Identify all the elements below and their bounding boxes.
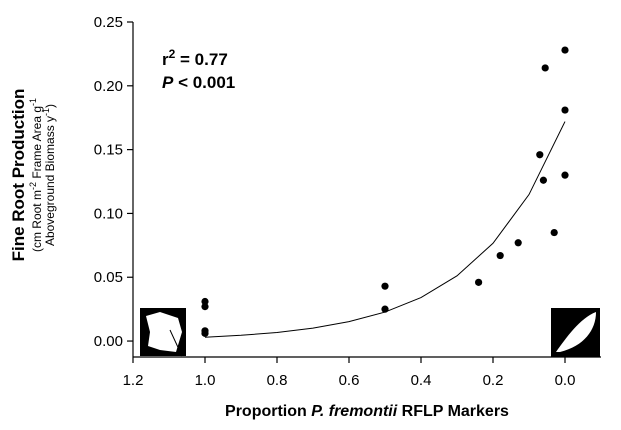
leaf bbox=[146, 312, 182, 352]
y-axis-units: (cm Root m-2 Frame Area g-1 bbox=[28, 98, 44, 252]
point bbox=[201, 329, 209, 337]
y-units-part: (cm Root m bbox=[30, 190, 44, 252]
annotation-part: < 0.001 bbox=[173, 73, 235, 92]
point bbox=[381, 282, 389, 290]
annotation-part: P bbox=[162, 73, 174, 92]
y-axis-title: Fine Root Production bbox=[9, 89, 28, 262]
y-units-sup: -1 bbox=[41, 108, 51, 116]
point bbox=[201, 297, 209, 306]
annotation-part: r bbox=[162, 50, 169, 69]
y-axis-units: Aboveground Biomass y-1) bbox=[41, 104, 57, 246]
x-tick-label: 1.0 bbox=[195, 372, 216, 389]
x-tick-label: 0.6 bbox=[339, 372, 360, 389]
point bbox=[561, 171, 569, 179]
annotation: r2 = 0.77 bbox=[162, 47, 228, 69]
point bbox=[536, 151, 544, 159]
y-units-part: ) bbox=[43, 104, 57, 108]
y-tick-label: 0.00 bbox=[94, 333, 123, 350]
y-tick-label: 0.15 bbox=[94, 142, 123, 159]
x-tick-label: 0.8 bbox=[267, 372, 288, 389]
y-units-sup: -1 bbox=[28, 98, 38, 106]
y-units-line: Aboveground Biomass y-1) bbox=[41, 104, 57, 246]
point bbox=[561, 106, 569, 114]
y-tick-label: 0.20 bbox=[94, 78, 123, 95]
y-label: Fine Root Production bbox=[9, 89, 28, 262]
point bbox=[496, 251, 504, 260]
x-label-part: RFLP Markers bbox=[397, 403, 509, 420]
leaf bbox=[556, 312, 596, 352]
y-tick-label: 0.10 bbox=[94, 205, 123, 222]
point bbox=[539, 176, 548, 184]
x-tick-label: 0.0 bbox=[555, 372, 576, 389]
leaf-icon-right bbox=[551, 308, 600, 357]
y-tick-label: 0.25 bbox=[94, 14, 123, 31]
y-units-part: Aboveground Biomass y bbox=[43, 116, 57, 246]
annotation: P < 0.001 bbox=[162, 73, 235, 92]
y-units-line: (cm Root m-2 Frame Area g-1 bbox=[28, 98, 44, 252]
point bbox=[201, 302, 209, 311]
annotation-part: = 0.77 bbox=[175, 50, 227, 69]
x-label-part: P. fremontii bbox=[311, 403, 398, 420]
point bbox=[475, 278, 483, 286]
x-label: Proportion P. fremontii RFLP Markers bbox=[225, 403, 509, 420]
leaf-icon-left bbox=[140, 308, 186, 357]
point bbox=[541, 64, 549, 72]
point bbox=[550, 228, 558, 237]
y-units-part: Frame Area g bbox=[30, 106, 44, 182]
x-tick-label: 1.2 bbox=[123, 372, 144, 389]
annotation-sup: 2 bbox=[169, 47, 176, 61]
x-label-part: Proportion bbox=[225, 403, 311, 420]
point bbox=[561, 46, 569, 54]
x-tick-label: 0.4 bbox=[411, 372, 432, 389]
fit-line bbox=[204, 121, 566, 338]
y-units-sup: -2 bbox=[28, 182, 38, 190]
leaf-vein bbox=[169, 329, 183, 357]
x-tick-label: 0.2 bbox=[483, 372, 504, 389]
point bbox=[514, 239, 522, 247]
y-tick-label: 0.05 bbox=[94, 269, 123, 286]
